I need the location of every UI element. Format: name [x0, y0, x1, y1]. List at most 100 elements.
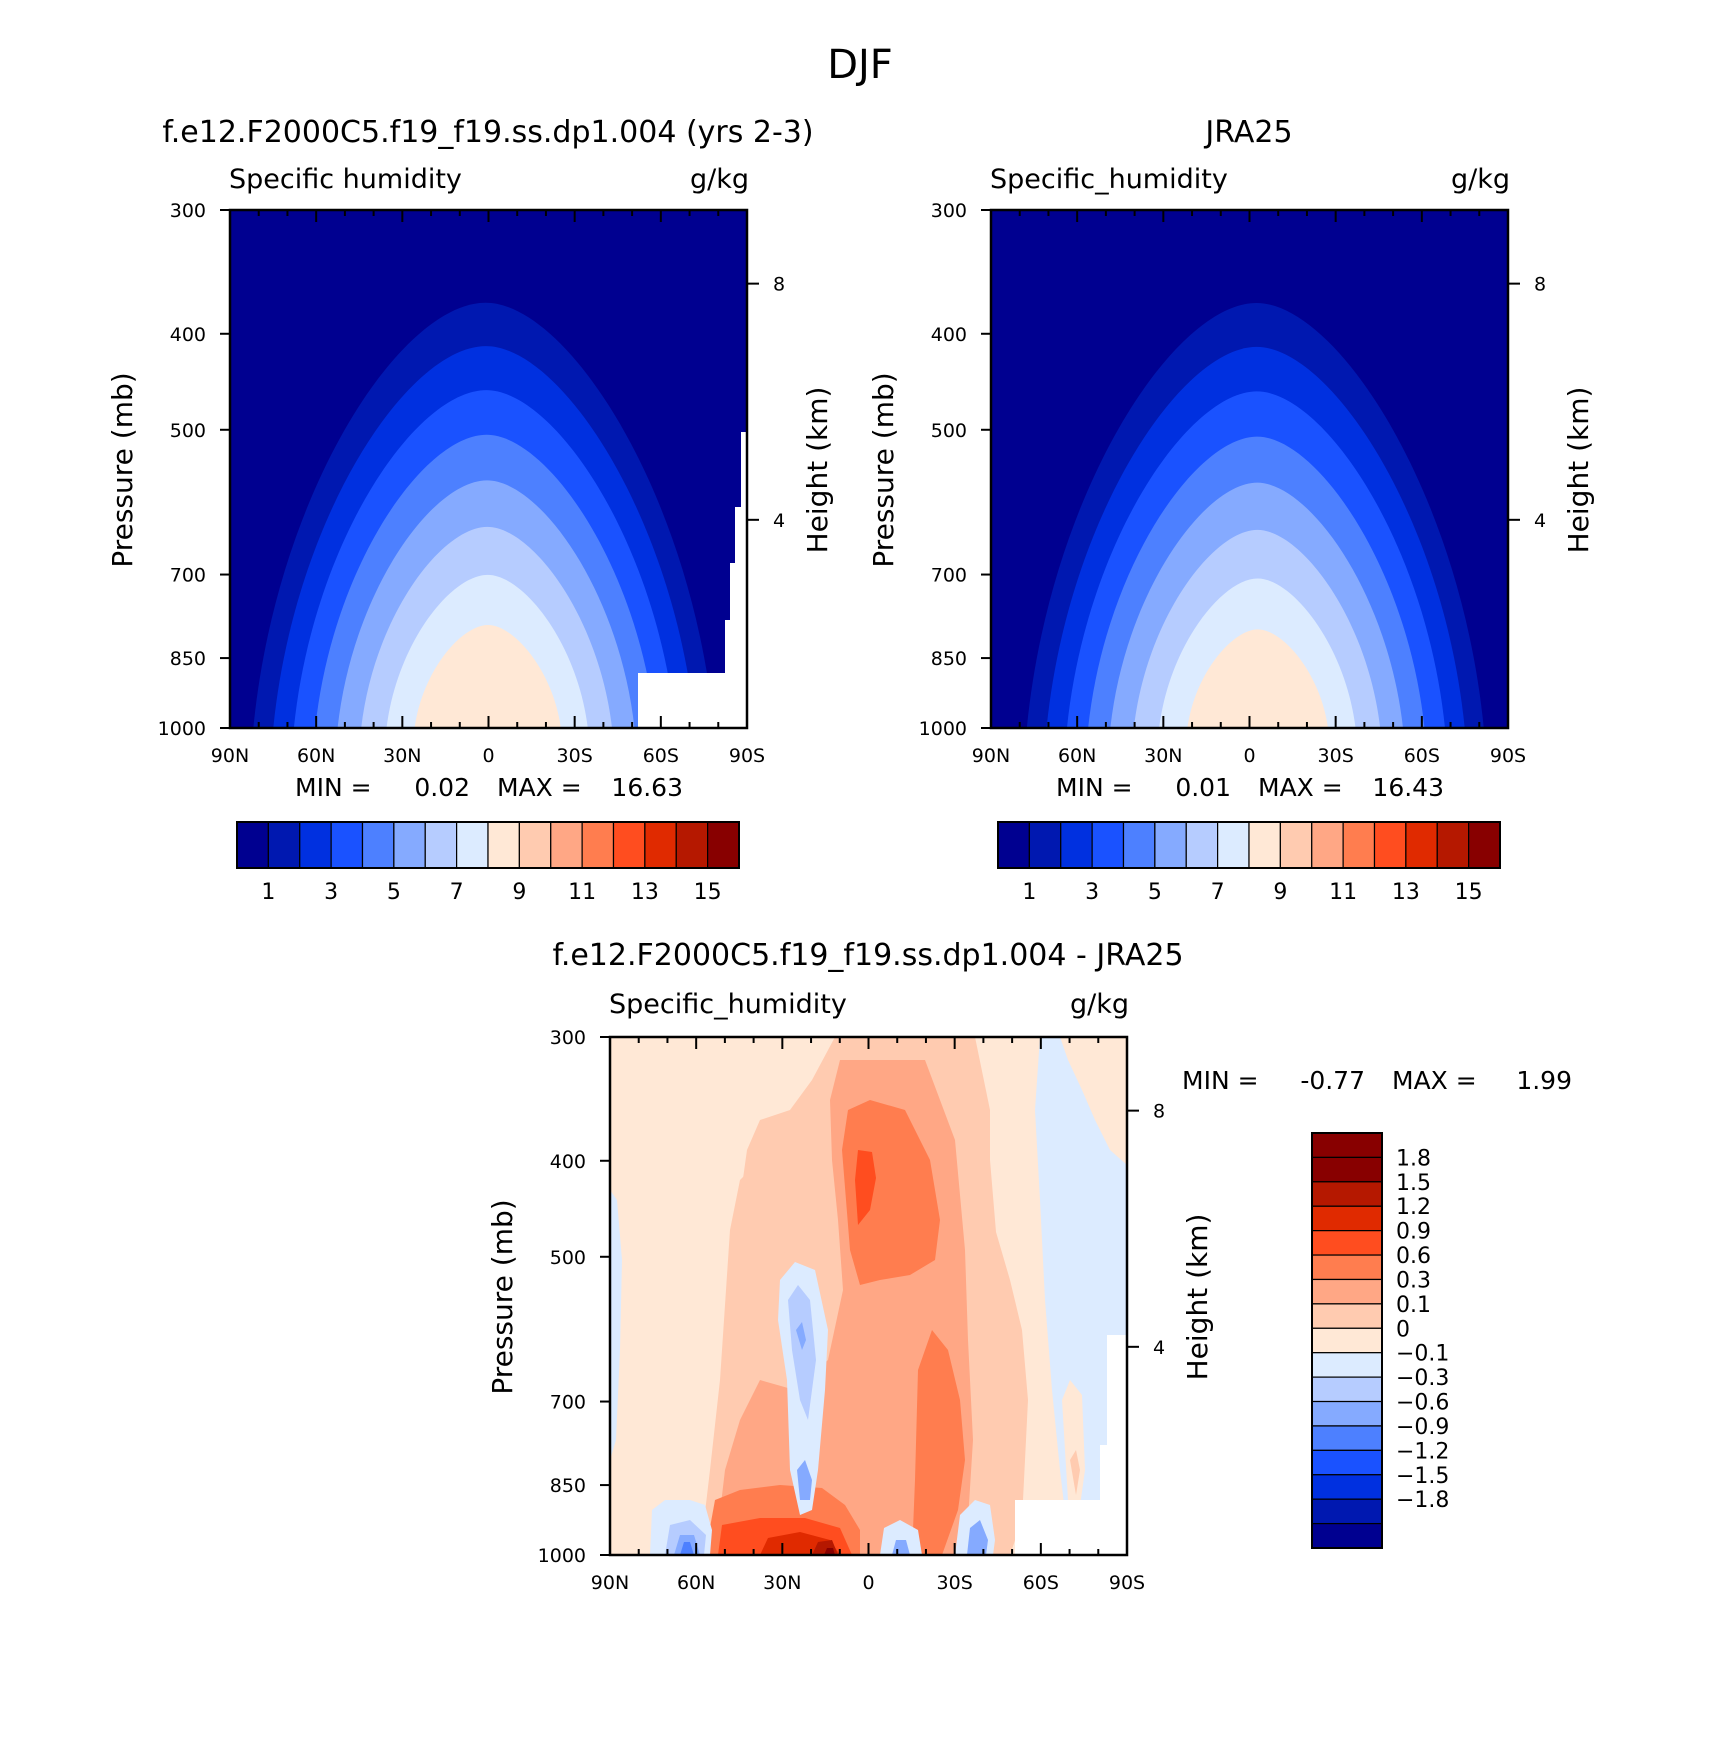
x-tick-label: 30N [763, 1572, 801, 1594]
panel-model-title: f.e12.F2000C5.f19_f19.ss.dp1.004 (yrs 2-… [162, 115, 813, 150]
colorbar-label: 13 [1392, 880, 1420, 905]
colorbar-swatch [267, 821, 301, 869]
colorbar-label: −1.5 [1396, 1464, 1449, 1489]
colorbar-label: 15 [694, 880, 722, 905]
colorbar-label: 7 [1211, 880, 1225, 905]
colorbar-swatch [1311, 1498, 1383, 1525]
colorbar-swatch [1311, 1522, 1383, 1549]
panel-model-max-value: 16.63 [611, 773, 683, 802]
colorbar-swatch [1311, 1303, 1383, 1329]
pressure-tick-label: 400 [550, 1151, 586, 1173]
colorbar-swatch [550, 821, 583, 869]
panel-reanalysis-plot-area [991, 210, 1508, 728]
panel-reanalysis-variable: Specific_humidity [990, 164, 1228, 195]
colorbar-swatch [1311, 1156, 1383, 1183]
pressure-tick-label: 400 [170, 324, 206, 346]
x-tick-label: 90S [1490, 745, 1526, 767]
x-tick-label: 30S [937, 1572, 973, 1594]
colorbar-swatch [1311, 1181, 1383, 1207]
colorbar-swatch [1311, 1132, 1383, 1159]
colorbar-label: −1.2 [1396, 1439, 1449, 1464]
colorbar-frame [236, 821, 740, 869]
x-tick-label: 90N [591, 1572, 629, 1594]
panel-difference-colorbar: 1.81.51.20.90.60.30.10−0.1−0.3−0.6−0.9−1… [1311, 1132, 1449, 1549]
panel-difference-title: f.e12.F2000C5.f19_f19.ss.dp1.004 - JRA25 [552, 938, 1183, 973]
x-tick-label: 30N [1144, 745, 1182, 767]
colorbar-label: 1.8 [1396, 1146, 1431, 1171]
panel-reanalysis-pressure-title: Pressure (mb) [867, 372, 900, 567]
diff-small-pos-s-inner [1070, 1450, 1080, 1495]
colorbar-swatch [1405, 821, 1438, 869]
diff-neg-subtropics-n-inner [788, 1285, 816, 1420]
colorbar-label: −0.6 [1396, 1391, 1449, 1416]
x-tick-label: 0 [862, 1572, 874, 1594]
diff-pos-band-3-lower-s [912, 1330, 965, 1555]
pressure-tick-label: 1000 [158, 718, 206, 740]
colorbar-swatch [1311, 1230, 1383, 1256]
panel-difference-height-title: Height (km) [1181, 1214, 1214, 1381]
panel-difference: f.e12.F2000C5.f19_f19.ss.dp1.004 - JRA25… [486, 938, 1572, 1594]
panel-reanalysis-axes: 90N 60N 30N 0 30S 60S 90S 300 400 500 700 850 1000 8 4 [919, 200, 1546, 767]
diff-neg-subtropics-s-core [967, 1520, 988, 1555]
colorbar-swatch [1311, 1449, 1383, 1476]
panel-model-min-value: 0.02 [414, 773, 470, 802]
colorbar-swatch [1154, 821, 1187, 869]
diff-neg-equator [880, 1520, 922, 1555]
colorbar-label: 0 [1396, 1317, 1410, 1342]
colorbar-swatch [299, 821, 332, 869]
panel-difference-pressure-title: Pressure (mb) [486, 1199, 519, 1394]
pressure-tick-label: 500 [170, 420, 206, 442]
colorbar-swatch [1060, 821, 1093, 869]
panel-reanalysis-min-value: 0.01 [1175, 773, 1231, 802]
height-tick-label: 4 [773, 510, 785, 532]
panel-model-variable: Specific humidity [229, 164, 462, 195]
colorbar-swatch [997, 821, 1030, 869]
pressure-tick-label: 700 [550, 1392, 586, 1414]
x-tick-label: 90S [729, 745, 765, 767]
height-tick-label: 4 [1153, 1337, 1165, 1359]
colorbar-swatch [361, 821, 395, 869]
panel-reanalysis: JRA25 Specific_humidity g/kg 90N 60N 30N 0 3… [867, 115, 1595, 905]
x-tick-label: 90N [211, 745, 249, 767]
panel-reanalysis-contours [1026, 302, 1484, 728]
pressure-tick-label: 500 [931, 420, 967, 442]
panel-difference-axes: 90N 60N 30N 0 30S 60S 90S 300 400 500 700 850 1000 8 4 [538, 1027, 1165, 1594]
colorbar-swatch [1091, 821, 1125, 869]
panel-difference-min-label: MIN = [1182, 1066, 1259, 1095]
colorbar-swatch [1217, 821, 1250, 869]
colorbar-swatch [424, 821, 458, 869]
x-tick-label: 60S [1404, 745, 1440, 767]
diff-neg-north-pole [610, 1190, 622, 1460]
x-tick-label: 60N [1058, 745, 1096, 767]
colorbar-swatch [1311, 1400, 1383, 1427]
colorbar-swatch [518, 821, 552, 869]
colorbar-swatch [1185, 821, 1219, 869]
panel-difference-missing-region [1015, 1335, 1127, 1555]
panel-model-plot-area [230, 210, 747, 728]
pressure-tick-label: 300 [550, 1027, 586, 1049]
colorbar-label: 1 [261, 880, 275, 905]
panel-model-pressure-title: Pressure (mb) [106, 372, 139, 567]
panel-difference-variable: Specific_humidity [609, 989, 847, 1020]
pressure-tick-label: 400 [931, 324, 967, 346]
colorbar-label: 1.2 [1396, 1195, 1431, 1220]
colorbar-label: 13 [631, 880, 659, 905]
diff-neg-subtropics-n-core [796, 1322, 806, 1350]
height-tick-label: 4 [1534, 510, 1546, 532]
panel-model-units: g/kg [690, 164, 749, 195]
pressure-tick-label: 1000 [538, 1545, 586, 1567]
panel-reanalysis-title: JRA25 [1203, 115, 1292, 150]
colorbar-label: −0.9 [1396, 1415, 1449, 1440]
panel-model-height-title: Height (km) [801, 387, 834, 554]
colorbar-label: 11 [568, 880, 596, 905]
panel-model-max-label: MAX = [497, 773, 582, 802]
colorbar-swatch [1311, 1474, 1383, 1500]
colorbar-label: −0.3 [1396, 1366, 1449, 1391]
colorbar-label: 0.9 [1396, 1220, 1431, 1245]
diff-pos-band-4-upper [855, 1150, 876, 1225]
contour-band [1187, 629, 1328, 728]
pressure-tick-label: 700 [931, 565, 967, 587]
pressure-tick-label: 500 [550, 1247, 586, 1269]
colorbar-label: 5 [387, 880, 401, 905]
